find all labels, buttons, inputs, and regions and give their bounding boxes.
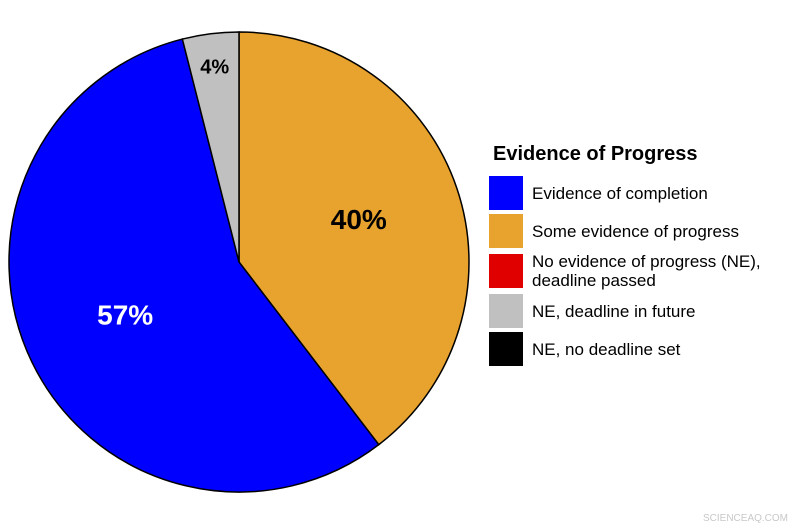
legend-item: Evidence of completion <box>489 176 789 210</box>
legend-swatch <box>489 176 523 210</box>
legend-swatch <box>489 254 523 288</box>
legend-label: Evidence of completion <box>532 183 708 203</box>
legend-item: No evidence of progress (NE), deadline p… <box>489 252 789 290</box>
pie-slice <box>8 38 380 493</box>
legend-swatch <box>489 294 523 328</box>
value-label: 40% <box>331 204 387 235</box>
legend-swatch <box>489 214 523 248</box>
pie-slice <box>181 31 240 263</box>
legend-swatch <box>489 332 523 366</box>
legend-item: Some evidence of progress <box>489 214 789 248</box>
value-label: 4% <box>200 56 229 78</box>
legend-label: No evidence of progress (NE), deadline p… <box>532 252 761 290</box>
legend-title: Evidence of Progress <box>493 143 698 165</box>
legend-label: NE, deadline in future <box>532 301 696 321</box>
legend-item: NE, deadline in future <box>489 294 789 328</box>
legend-label: NE, no deadline set <box>532 339 681 359</box>
pie-slice <box>238 31 470 446</box>
watermark: SCIENCEAQ.COM <box>702 513 788 524</box>
value-label: 57% <box>97 300 153 331</box>
legend: Evidence of Progress Evidence of complet… <box>489 143 789 370</box>
legend-label: Some evidence of progress <box>532 221 739 241</box>
legend-item: NE, no deadline set <box>489 332 789 366</box>
